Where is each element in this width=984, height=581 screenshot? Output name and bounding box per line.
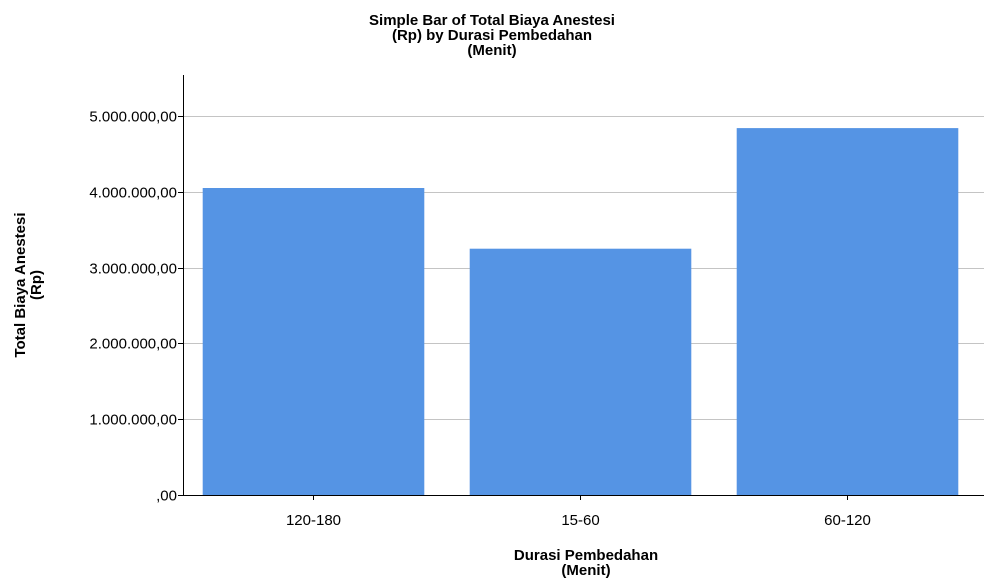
bars xyxy=(202,128,959,495)
y-tick-label-5: 5.000.000,00 xyxy=(89,109,177,126)
x-axis-title: Durasi Pembedahan(Menit) xyxy=(514,547,658,579)
y-tick-label-0: ,00 xyxy=(156,488,177,505)
x-axis-title-line-0: Durasi Pembedahan xyxy=(514,547,658,564)
x-axis-title-line-1: (Menit) xyxy=(561,562,610,579)
chart-title-line-1: (Rp) by Durasi Pembedahan xyxy=(392,27,592,44)
y-tick-label-1: 1.000.000,00 xyxy=(89,412,177,429)
x-tick-label-2: 60-120 xyxy=(824,512,871,529)
axes xyxy=(183,75,984,496)
y-tick-labels: ,00 1.000.000,00 2.000.000,00 3.000.000,00 4… xyxy=(89,109,183,505)
y-tick-label-3: 3.000.000,00 xyxy=(89,261,177,278)
y-axis-title-line-1: (Rp) xyxy=(28,270,45,300)
chart-title-line-0: Simple Bar of Total Biaya Anestesi xyxy=(369,12,615,29)
x-tick-labels: 120-180 15-60 60-120 xyxy=(286,495,871,529)
y-axis-title: Total Biaya Anestesi (Rp) xyxy=(12,212,45,357)
bar-120-180 xyxy=(202,188,425,495)
x-tick-label-1: 15-60 xyxy=(561,512,599,529)
bar-60-120 xyxy=(736,128,959,495)
y-axis-title-line-0: Total Biaya Anestesi xyxy=(12,212,29,357)
y-tick-label-4: 4.000.000,00 xyxy=(89,185,177,202)
chart-title: Simple Bar of Total Biaya Anestesi(Rp) b… xyxy=(369,12,615,59)
bar-15-60 xyxy=(469,248,692,495)
x-tick-label-0: 120-180 xyxy=(286,512,341,529)
chart-title-line-2: (Menit) xyxy=(467,42,516,59)
y-tick-label-2: 2.000.000,00 xyxy=(89,336,177,353)
